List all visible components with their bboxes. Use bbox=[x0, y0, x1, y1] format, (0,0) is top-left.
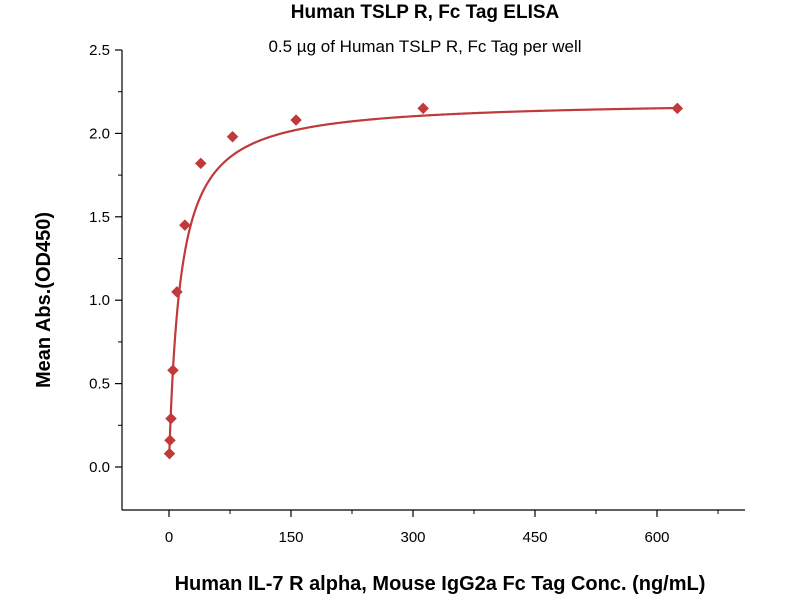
data-point bbox=[163, 447, 176, 460]
x-tick-label: 0 bbox=[165, 529, 173, 546]
x-ticks: 0 150 300 450 600 bbox=[165, 510, 719, 546]
data-point bbox=[226, 130, 239, 143]
x-tick-label: 600 bbox=[644, 529, 669, 546]
chart-subtitle: 0.5 µg of Human TSLP R, Fc Tag per well bbox=[268, 37, 581, 56]
data-point bbox=[671, 102, 684, 115]
data-point bbox=[194, 157, 207, 170]
y-tick-label: 2.0 bbox=[89, 125, 110, 142]
data-point bbox=[165, 412, 177, 425]
data-point bbox=[290, 114, 302, 126]
y-tick-label: 0.5 bbox=[89, 376, 110, 393]
y-ticks: 0.0 0.5 1.0 1.5 2.0 2.5 bbox=[89, 42, 122, 476]
data-point bbox=[164, 434, 176, 447]
y-tick-label: 2.5 bbox=[89, 42, 110, 59]
x-tick-label: 300 bbox=[400, 529, 425, 546]
data-point bbox=[167, 364, 179, 377]
data-points bbox=[163, 102, 684, 460]
x-tick-label: 450 bbox=[522, 529, 547, 546]
data-point bbox=[171, 286, 183, 298]
x-axis-title: Human IL-7 R alpha, Mouse IgG2a Fc Tag C… bbox=[175, 573, 706, 595]
data-point bbox=[417, 102, 430, 115]
y-tick-label: 1.0 bbox=[89, 292, 110, 309]
y-axis-title: Mean Abs.(OD450) bbox=[33, 212, 55, 388]
y-tick-label: 1.5 bbox=[89, 209, 110, 226]
axes bbox=[121, 50, 745, 511]
data-point bbox=[179, 219, 191, 231]
y-tick-label: 0.0 bbox=[89, 459, 110, 476]
fit-curve bbox=[168, 106, 678, 457]
x-tick-label: 150 bbox=[278, 529, 303, 546]
chart-title: Human TSLP R, Fc Tag ELISA bbox=[291, 2, 560, 23]
